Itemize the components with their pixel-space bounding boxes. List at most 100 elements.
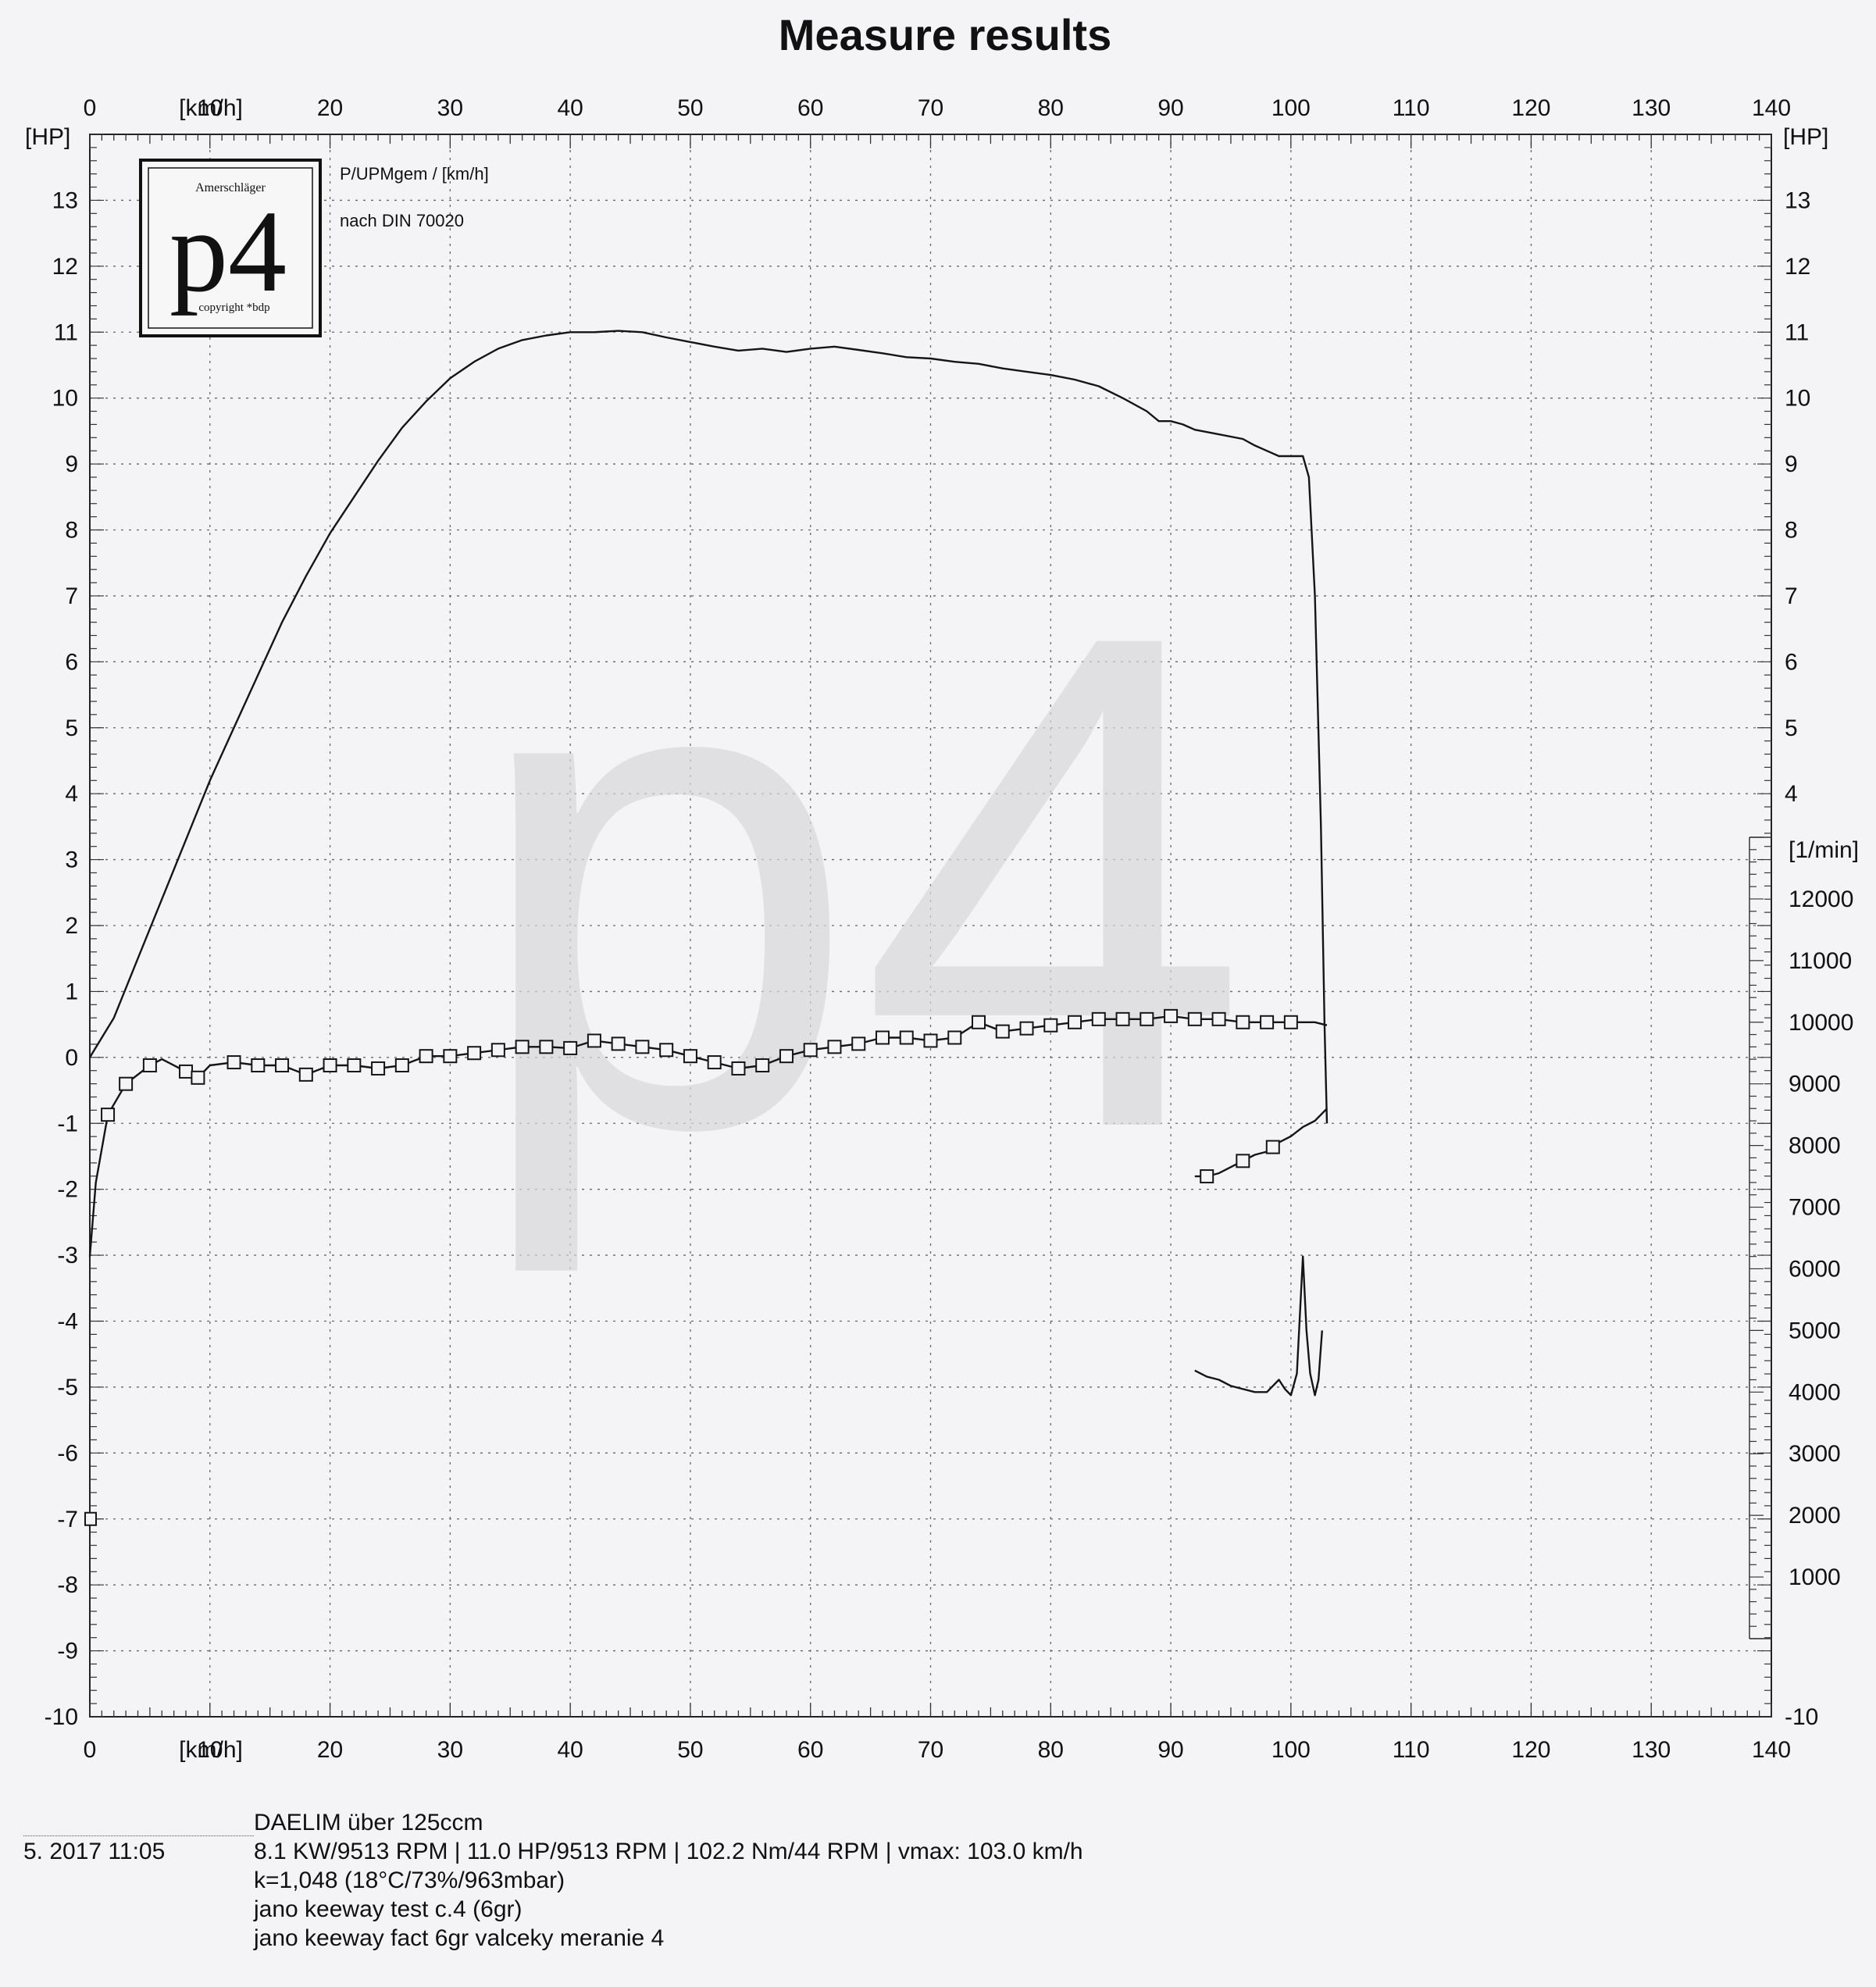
note-2: jano keeway fact 6gr valceky meranie 4 — [254, 1925, 665, 1951]
rpm-marker — [923, 1033, 938, 1048]
rpm-marker — [779, 1049, 794, 1064]
rpm-marker — [1140, 1011, 1154, 1026]
y-tick-label-right: 12 — [1785, 254, 1810, 280]
data-series — [84, 330, 1329, 1526]
y-tick-label-left: -10 — [45, 1704, 78, 1730]
x-tick-label-bottom: 130 — [1632, 1737, 1671, 1763]
rpm-marker — [1265, 1140, 1280, 1154]
y-tick-label-left: 0 — [65, 1045, 78, 1071]
y-tick-label-left: 1 — [65, 979, 78, 1004]
x-tick-label-top: 100 — [1271, 95, 1311, 121]
y-tick-label-right: 7 — [1785, 583, 1798, 609]
rpm-tick-label: 4000 — [1789, 1379, 1841, 1405]
rpm-marker — [1283, 1015, 1298, 1029]
note-1: jano keeway test c.4 (6gr) — [254, 1896, 522, 1922]
rpm-marker — [755, 1058, 770, 1073]
rpm-marker — [563, 1040, 578, 1055]
rpm-marker — [972, 1015, 986, 1029]
y-tick-label-right: 6 — [1785, 649, 1798, 675]
rpm-marker — [995, 1024, 1010, 1039]
rpm-marker — [226, 1055, 241, 1070]
chart-title: Measure results — [779, 10, 1111, 59]
y-tick-label-left: 12 — [52, 254, 78, 280]
y-tick-label-right: -10 — [1785, 1704, 1818, 1730]
y-tick-label-left: -3 — [57, 1243, 78, 1268]
brand-logo: Amerschläger p4 copyright *bdp — [139, 159, 322, 337]
rpm-marker — [101, 1108, 116, 1122]
y-tick-label-left: -9 — [57, 1639, 78, 1664]
rpm-marker — [1019, 1021, 1034, 1036]
x-tick-label-top: 60 — [797, 95, 823, 121]
rpm-marker — [371, 1061, 386, 1076]
rpm-tick-label: 6000 — [1789, 1256, 1841, 1282]
x-tick-label-top: 90 — [1157, 95, 1183, 121]
x-tick-label-top: 50 — [677, 95, 703, 121]
correction-factor: k=1,048 (18°C/73%/963mbar) — [254, 1867, 565, 1893]
vehicle-class: DAELIM über 125ccm — [254, 1810, 483, 1835]
grid — [90, 134, 1771, 1717]
rpm-marker — [275, 1058, 290, 1073]
rpm-tick-label: 5000 — [1789, 1318, 1841, 1343]
rpm-marker — [539, 1040, 554, 1054]
x-tick-label-top: 40 — [557, 95, 583, 121]
logo-p4-text: p4 — [169, 187, 287, 316]
rpm-marker — [683, 1049, 697, 1064]
y-tick-label-left: 4 — [65, 781, 78, 807]
x-tick-label-bottom: 80 — [1038, 1737, 1064, 1763]
rpm-marker — [611, 1036, 626, 1051]
y-tick-label-left: 8 — [65, 518, 78, 544]
rpm-marker — [467, 1046, 482, 1061]
x-tick-label-bottom: 0 — [84, 1737, 97, 1763]
rpm-tick-label: 1000 — [1789, 1564, 1841, 1590]
rpm-marker — [323, 1058, 337, 1073]
right-unit-label: [HP] — [1783, 124, 1828, 150]
y-tick-label-right: 11 — [1785, 319, 1809, 345]
x-tick-label-bottom: 30 — [437, 1737, 463, 1763]
rpm-marker — [1211, 1011, 1226, 1026]
y-tick-label-left: -1 — [57, 1111, 78, 1136]
rpm-marker — [1091, 1011, 1106, 1026]
watermark-text: p4 — [468, 488, 1250, 1279]
x-tick-label-top: 120 — [1511, 95, 1550, 121]
rpm-tick-label: 10000 — [1789, 1010, 1853, 1036]
y-tick-label-left: 5 — [65, 715, 78, 741]
tick-labels: 0010102020303040405050606070708080909010… — [45, 95, 1854, 1763]
x-tick-label-bottom: 40 — [557, 1737, 583, 1763]
rpm-marker — [731, 1061, 746, 1076]
y-tick-label-left: 13 — [52, 187, 78, 213]
x-unit-label-top: [km/h] — [179, 95, 243, 121]
x-tick-label-top: 0 — [84, 95, 97, 121]
logo-copyright-text: copyright *bdp — [198, 301, 269, 314]
rpm-tick-label: 12000 — [1789, 886, 1853, 912]
rpm-marker — [803, 1043, 818, 1058]
plot-frame — [89, 134, 1772, 1718]
footer-rule — [23, 1835, 254, 1836]
x-tick-label-bottom: 20 — [317, 1737, 343, 1763]
y-tick-label-right: 5 — [1785, 715, 1798, 741]
rpm-marker — [251, 1058, 266, 1073]
rpm-marker — [899, 1030, 914, 1045]
legend-line-2: nach DIN 70020 — [340, 211, 464, 230]
rpm-marker — [1043, 1018, 1058, 1033]
y-tick-label-left: 3 — [65, 847, 78, 873]
x-tick-label-bottom: 100 — [1271, 1737, 1311, 1763]
y-tick-label-right: 4 — [1785, 781, 1798, 807]
rpm-tick-label: 8000 — [1789, 1133, 1841, 1159]
rpm-tick-label: 11000 — [1789, 948, 1852, 974]
x-tick-label-top: 70 — [918, 95, 943, 121]
rpm-marker — [1068, 1015, 1082, 1029]
rpm-marker — [84, 1511, 97, 1526]
rpm-marker — [515, 1040, 530, 1054]
rpm-marker — [1236, 1015, 1250, 1029]
rpm-marker — [875, 1030, 890, 1045]
y-tick-label-left: 6 — [65, 649, 78, 675]
rpm-marker — [394, 1058, 409, 1073]
axis-labels: [km/h] [km/h] [HP] [HP] [1/min] — [25, 95, 1859, 1763]
rpm-marker — [119, 1076, 134, 1091]
x-tick-label-bottom: 140 — [1752, 1737, 1791, 1763]
y-tick-label-left: 9 — [65, 451, 78, 477]
y-tick-label-left: -2 — [57, 1177, 78, 1203]
y-tick-label-left: 2 — [65, 913, 78, 939]
rpm-marker — [1164, 1008, 1179, 1023]
chart-svg: Measure results p4 Amerschläger p4 copyr… — [25, 10, 1859, 1763]
